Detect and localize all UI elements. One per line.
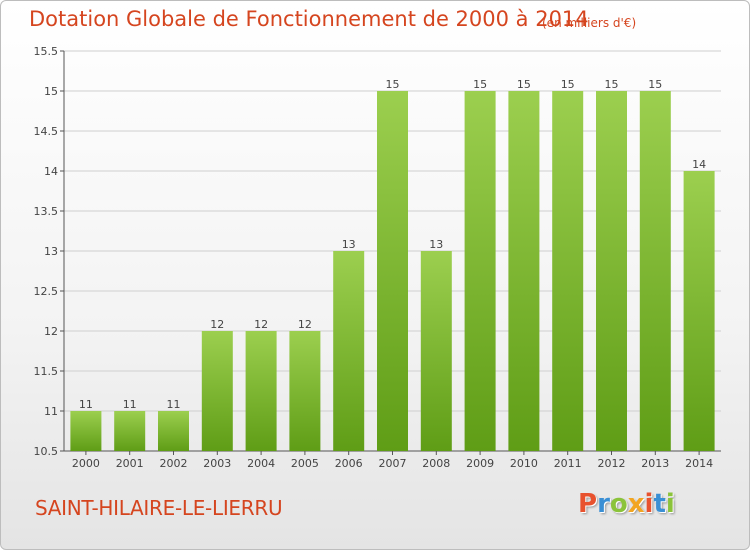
x-tick-label-2007: 2007	[379, 457, 407, 470]
bar-2010	[508, 91, 540, 451]
bar-2012	[596, 91, 627, 451]
x-tick-label-2004: 2004	[247, 457, 275, 470]
x-tick-label-2002: 2002	[160, 457, 188, 470]
data-label-2000: 11	[79, 398, 93, 411]
data-label-2011: 15	[561, 78, 575, 91]
bar-2011	[552, 91, 584, 451]
logo-letter: i	[665, 489, 675, 519]
data-label-2005: 12	[298, 318, 312, 331]
y-tick-labels: 10.5 11 11.5 12 12.5 13 13.5 14 14.5 15 15.5	[34, 45, 59, 458]
x-tick-label-2013: 2013	[641, 457, 669, 470]
x-tick-label-2005: 2005	[291, 457, 319, 470]
data-label-2007: 15	[386, 78, 400, 91]
x-tick-label-2000: 2000	[72, 457, 100, 470]
data-label-2004: 12	[254, 318, 268, 331]
y-tick-label: 13.5	[34, 205, 59, 218]
data-label-2001: 11	[123, 398, 137, 411]
data-labels: 11 11 11 12 12 12 13 15 13 15 15 15 15 15 14	[79, 78, 706, 411]
data-label-2014: 14	[692, 158, 706, 171]
x-tick-label-2009: 2009	[466, 457, 494, 470]
y-tick-label: 15	[44, 85, 58, 98]
x-tick-label-2006: 2006	[335, 457, 363, 470]
data-label-2010: 15	[517, 78, 531, 91]
chart-unit: (en milliers d'€)	[542, 16, 637, 30]
y-tick-label: 10.5	[34, 445, 59, 458]
data-label-2006: 13	[342, 238, 356, 251]
bar-2004	[245, 331, 277, 451]
x-tick-label-2001: 2001	[116, 457, 144, 470]
data-label-2013: 15	[648, 78, 662, 91]
bar-2003	[201, 331, 233, 451]
y-tick-label: 13	[44, 245, 58, 258]
chart-title: Dotation Globale de Fonctionnement de 20…	[29, 7, 589, 31]
y-tick-label: 14.5	[34, 125, 59, 138]
x-tick-labels: 2000 2001 2002 2003 2004 2005 2006 2007 2008 2009…	[72, 451, 713, 470]
logo-letter: o	[609, 489, 628, 519]
logo-letter: x	[627, 489, 645, 519]
logo-letter: r	[597, 489, 610, 519]
y-tick-label: 12	[44, 325, 58, 338]
bar-2006	[333, 251, 365, 451]
bar-2014	[683, 171, 715, 451]
logo-letter: t	[653, 489, 666, 519]
data-label-2002: 11	[167, 398, 181, 411]
bar-2013	[639, 91, 671, 451]
data-label-2012: 15	[605, 78, 619, 91]
bar-2007	[377, 91, 408, 451]
bar-2009	[464, 91, 496, 451]
x-tick-label-2012: 2012	[598, 457, 626, 470]
data-label-2003: 12	[210, 318, 224, 331]
bar-2005	[289, 331, 321, 451]
bar-2008	[420, 251, 452, 451]
logo-letter: i	[644, 489, 654, 519]
bar-2001	[114, 411, 146, 451]
y-tick-label: 15.5	[34, 45, 59, 58]
x-tick-label-2008: 2008	[422, 457, 450, 470]
data-label-2009: 15	[473, 78, 487, 91]
y-tick-label: 11	[44, 405, 58, 418]
data-label-2008: 13	[429, 238, 443, 251]
commune-name: SAINT-HILAIRE-LE-LIERRU	[35, 496, 283, 520]
x-tick-label-2014: 2014	[685, 457, 713, 470]
y-tick-label: 11.5	[34, 365, 59, 378]
bar-2000	[70, 411, 102, 451]
proxiti-logo[interactable]: Proxiti	[578, 489, 675, 519]
x-tick-label-2003: 2003	[203, 457, 231, 470]
x-tick-label-2011: 2011	[554, 457, 582, 470]
x-tick-label-2010: 2010	[510, 457, 538, 470]
y-tick-label: 14	[44, 165, 58, 178]
bars	[70, 91, 715, 451]
y-tick-label: 12.5	[34, 285, 59, 298]
bar-2002	[158, 411, 189, 451]
logo-letter: P	[578, 489, 598, 519]
